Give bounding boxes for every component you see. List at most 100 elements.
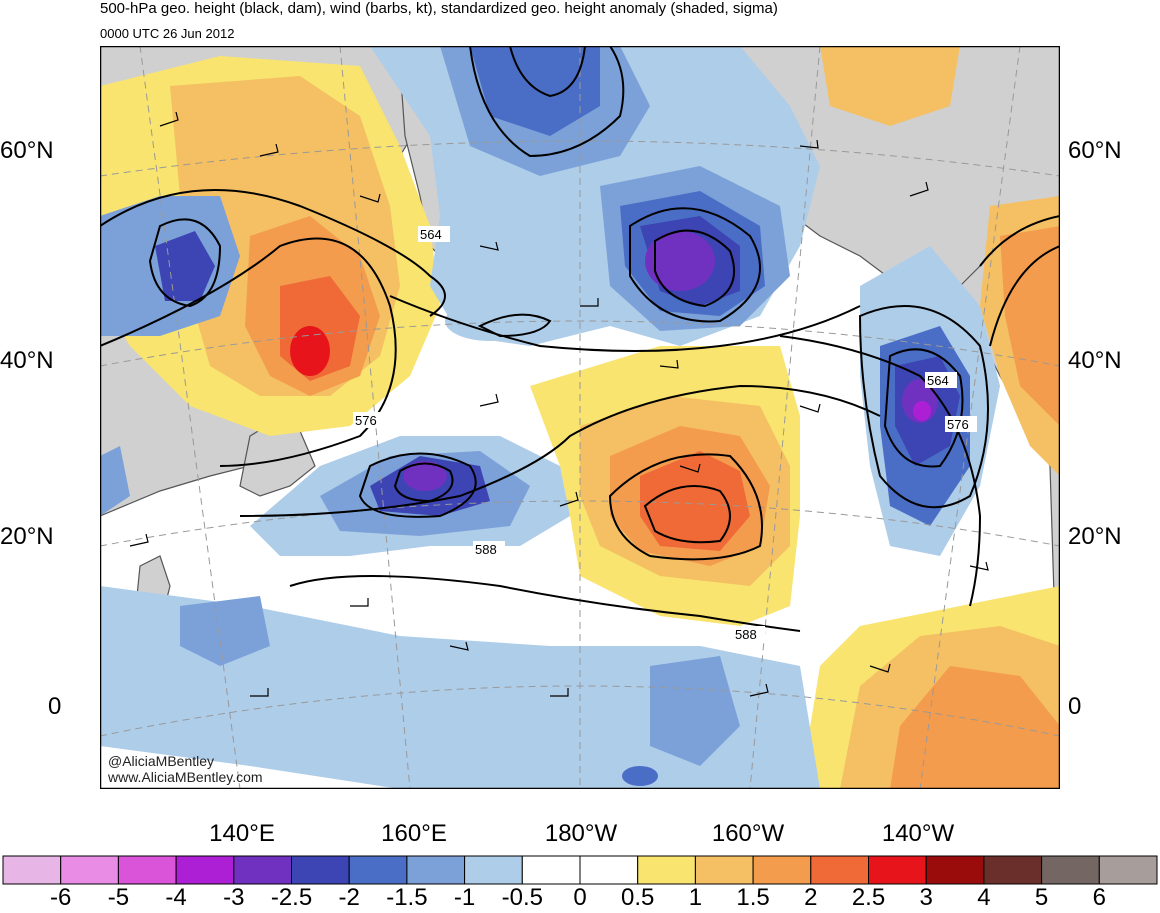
valid-time: 0000 UTC 26 Jun 2012 [100,26,235,41]
colorbar-swatch [868,855,927,885]
parallel-40n [100,320,1060,367]
meridian-160w [749,46,821,789]
contour-midlat-ring-2 [393,462,454,503]
colorbar-swatch [175,855,235,885]
anomaly-positive-ne [820,46,960,126]
colorbar-tick-label: -2 [338,884,360,911]
wind-barb [550,688,569,697]
anomaly-negative-tropical-2 [180,596,270,666]
colorbar-tick-label: -5 [107,884,130,911]
anomaly-min-bering [645,231,715,291]
anomaly-min-east-core [913,401,931,421]
wind-barb [799,139,819,149]
contour-central-high [608,453,763,561]
parallel-20n [100,500,1060,547]
wind-barb [479,241,499,251]
contour-label: 588 [475,542,497,557]
colorbar-tick-label: 1 [688,884,703,911]
contour-north-low [469,46,625,158]
anomaly-negative-north-3 [470,46,600,136]
wind-barb [479,393,499,407]
colorbar-swatch [1098,855,1158,885]
map-title: 500-hPa geo. height (black, dam), wind (… [100,0,778,17]
contour-north-low-inner [509,46,586,98]
lon-label: 160°W [711,820,785,847]
colorbar-swatch [810,855,869,885]
lat-label-right: 40°N [1068,347,1122,374]
colorbar-tick-label: 1.5 [736,884,770,911]
wind-barb [969,561,989,571]
contour-west-low [148,218,222,308]
anomaly-max-nw [290,326,330,376]
wind-barb [259,143,279,157]
lon-label: 140°W [881,820,955,847]
wind-barb [159,111,179,127]
lat-label-left: 60°N [0,137,54,164]
credit-handle: @AliciaMBentley [108,753,215,769]
contour-label: 564 [927,373,949,388]
lat-label-right: 0 [1068,693,1082,720]
anomaly-positive-central-4 [640,451,750,551]
wind-barbs [129,111,989,697]
colorbar-swatch [694,855,754,885]
colorbar-tick-label: -1 [453,884,476,911]
colorbar-swatch [637,855,696,885]
lon-label: 180°W [544,820,618,847]
contour-label: 576 [947,417,969,432]
contour-aleutian [477,313,552,338]
contour-labels: 564 576 588 588 564 576 [353,226,977,642]
contour-midlat-arc [389,295,861,352]
colorbar-tick-label: 6 [1092,884,1106,911]
wind-barb [129,533,149,547]
wind-barb [449,641,469,651]
wind-barb [749,683,769,697]
contour-564-west [100,189,446,317]
colorbar-tick-label: -4 [165,884,187,911]
contour-ne-ridge-2 [989,245,1060,347]
contour-central-high-inner [643,485,731,544]
colorbar-tick-label: 5 [1034,884,1049,911]
colorbar-swatch [1041,855,1100,885]
wind-barb [559,491,579,507]
lon-label: 140°E [209,820,275,847]
lat-label-left: 0 [48,693,62,720]
anomaly-positive-east-2 [1000,226,1060,426]
colorbar-tick-label: -0.5 [501,884,543,911]
lat-label-right: 20°N [1068,523,1122,550]
wind-barb [679,463,701,473]
contour-label: 576 [355,413,377,428]
contour-midlat-ring-1 [358,452,477,518]
colorbar-tick-label: 0 [573,884,587,911]
wind-barb [869,663,891,673]
parallel-60n [100,140,1060,177]
anomaly-positive-se-3 [890,666,1060,789]
colorbar-tick-label: 4 [977,884,991,911]
colorbar-swatch [752,855,812,885]
contour-ne-ridge [979,215,1060,267]
lat-label-left: 20°N [0,523,54,550]
contour-label: 564 [420,227,442,242]
map-frame [100,46,1060,789]
colorbar-swatch [60,855,119,885]
wind-barb [659,359,679,369]
contour-588-south [239,384,881,517]
meridian-140e [139,46,241,789]
colorbar-tick-label: -1.5 [386,884,428,911]
anomaly-negative-sw-edge [100,446,130,516]
colorbar-swatch [2,855,62,885]
colorbar-swatch [406,855,466,885]
wind-barb [250,688,269,697]
colorbar-tick-label: 3 [919,884,933,911]
contour-bering-low [629,207,761,323]
colorbar-swatch [925,855,985,885]
wind-barb [580,298,599,307]
colorbar-swatch [464,855,523,885]
contour-bering-low-inner [654,229,735,308]
colorbar-tick-label: -2.5 [270,884,313,911]
wind-barb [359,193,381,203]
wind-barb [799,403,821,413]
anomaly-negative-west-2 [155,231,215,301]
lat-label-left: 40°N [0,347,54,374]
credit-website: www.AliciaMBentley.com [108,769,263,785]
colorbar-tick-label: 0.5 [621,884,655,911]
